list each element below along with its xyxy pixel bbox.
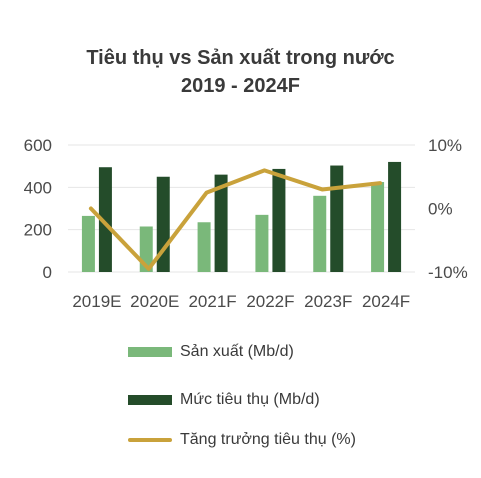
y-right-tick-label: 10% [428,136,462,155]
y-left-tick-label: 0 [43,263,52,282]
bar-consumption [388,161,402,272]
bar-production [371,182,385,272]
y-right-tick-label: 0% [428,200,453,219]
legend-label-production: Sản xuất (Mb/d) [180,343,294,360]
bar-production [197,222,211,272]
legend-swatch-production [128,347,172,357]
x-tick-label: 2019E [72,292,121,311]
x-tick-label: 2021F [188,292,236,311]
legend-item-production: Sản xuất (Mb/d) [128,343,294,361]
bar-consumption [330,165,344,272]
legend-item-consumption: Mức tiêu thụ (Mb/d) [128,391,320,409]
legend-label-growth: Tăng trưởng tiêu thụ (%) [180,431,356,448]
bar-production [81,215,95,272]
x-tick-label: 2024F [362,292,410,311]
chart-subtitle: 2019 - 2024F [181,75,300,97]
legend-label-consumption: Mức tiêu thụ (Mb/d) [180,391,320,408]
bar-consumption [272,168,286,272]
bar-production [313,195,327,272]
legend-swatch-consumption [128,395,172,405]
growth-line [88,168,383,271]
y-left-tick-label: 400 [24,178,52,197]
legend-swatch-growth [128,438,172,442]
y-right-tick-label: -10% [428,263,468,282]
bar-consumption [214,174,228,272]
x-tick-label: 2023F [304,292,352,311]
y-left-tick-label: 200 [24,221,52,240]
bar-production [255,214,269,272]
legend-item-growth: Tăng trưởng tiêu thụ (%) [128,431,356,449]
x-tick-label: 2020E [130,292,179,311]
y-left-tick-label: 600 [24,136,52,155]
bar-consumption [98,167,112,272]
chart-title: Tiêu thụ vs Sản xuất trong nước [86,47,395,69]
x-tick-label: 2022F [246,292,294,311]
